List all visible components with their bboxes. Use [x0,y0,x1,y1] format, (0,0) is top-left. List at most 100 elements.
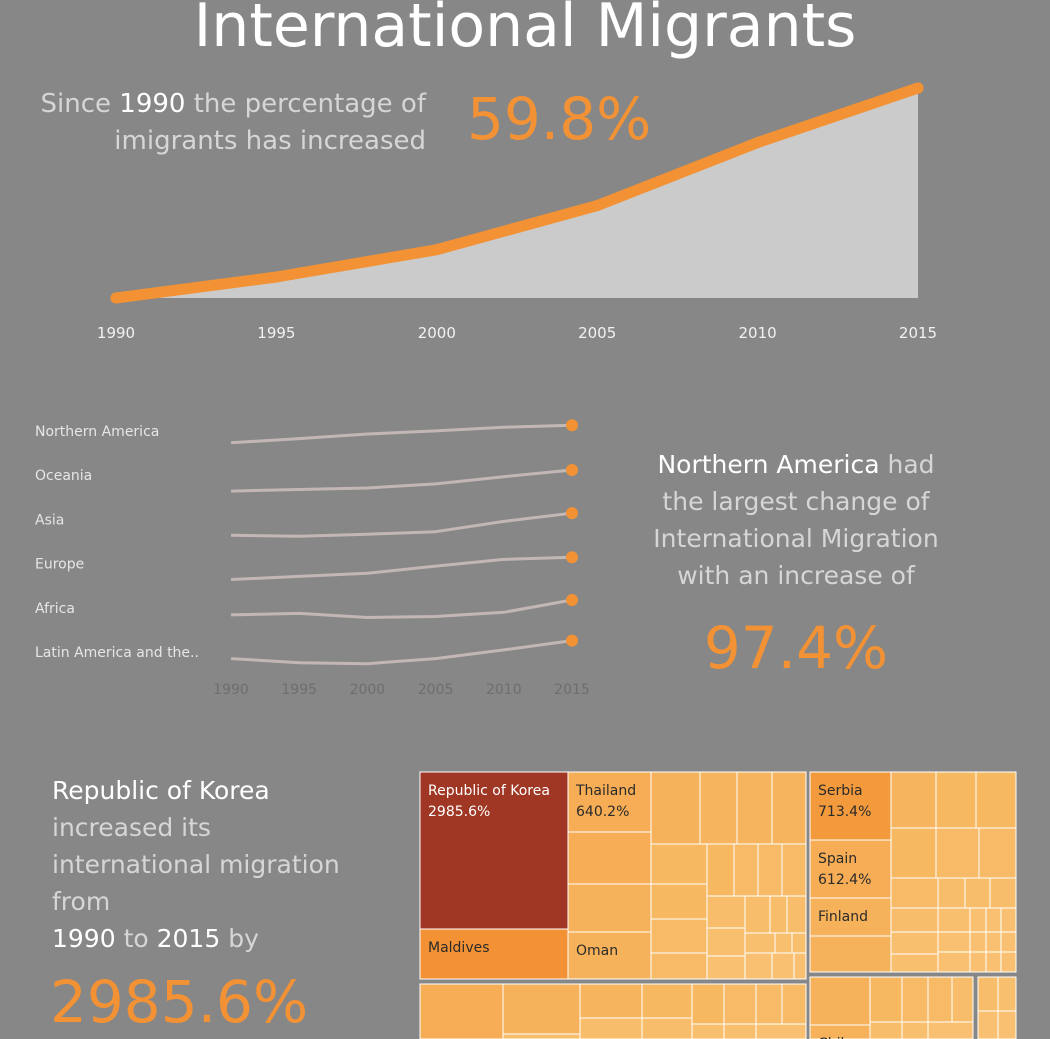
treemap-cell [691,1023,725,1039]
area-line-segment [431,200,603,256]
treemap-cell [744,932,776,954]
region-label: Northern America [35,424,159,440]
treemap-cell [706,843,735,897]
region-x-tick-label: 2005 [418,682,454,698]
treemap-cell-republic-of-korea [419,771,569,930]
treemap-cell [757,843,783,897]
region-x-tick-label: 2015 [554,682,590,698]
treemap-cell [793,952,807,980]
area-fill [116,88,918,298]
treemap-cell [706,955,746,980]
treemap-cell [650,843,708,885]
region-line2: the largest change of [662,487,930,516]
treemap-country-label: Serbia [818,783,863,799]
region-increase-percent: 97.4% [703,614,889,682]
x-tick-label: 2010 [739,324,777,342]
treemap-cell [502,1033,581,1039]
area-end-point [912,82,924,94]
treemap-cell [969,931,987,953]
region-trend-line [230,468,573,493]
region-line3: International Migration [653,524,939,553]
treemap-cell [978,827,1017,879]
x-tick-label: 2000 [418,324,456,342]
treemap-country-label: Republic of Korea [428,783,550,799]
treemap-cell-spain [809,839,892,899]
treemap-cell [774,932,793,954]
treemap-cell [927,976,953,1023]
region-lead: Northern America [657,450,880,479]
treemap-value-label: 612.4% [818,872,871,888]
treemap-cell [869,1021,903,1039]
region-end-point [566,634,578,647]
treemap-cell [781,983,807,1025]
treemap-cell [890,907,939,933]
treemap-cell [997,1010,1017,1039]
treemap-value-label: 640.2% [576,804,629,820]
treemap-cell [977,976,999,1012]
treemap-cell [901,1021,929,1039]
region-trend-line [230,639,573,666]
intro-year: 1990 [119,89,186,119]
treemap-cell [650,771,701,845]
region-trend-line [230,511,573,538]
treemap-cell [890,877,939,909]
area-line-segment [110,271,282,304]
korea-line2: increased its [52,813,211,842]
treemap-cell [650,918,708,954]
treemap-cell [890,953,939,973]
region-x-tick-label: 2000 [350,682,386,698]
region-trend-line [230,555,573,581]
treemap-cell [579,983,643,1019]
region-end-point [566,507,578,520]
treemap-cell-maldives [419,928,569,980]
treemap-cell [419,983,504,1039]
treemap-cell [733,843,759,897]
treemap-cell [736,771,773,845]
region-label: Latin America and the.. [35,645,199,661]
treemap-country-label: Spain [818,851,857,867]
korea-by: by [220,924,259,953]
intro-prefix: Since [40,89,120,119]
korea-line3: international migration [52,850,340,879]
korea-line4: from [52,887,111,916]
treemap-cell [969,907,987,933]
treemap-cell [977,1010,999,1039]
treemap-cell [502,983,581,1035]
treemap-cell [935,771,977,829]
region-line-chart: Northern America Oceania Asia Europe Africa L… [35,419,590,698]
treemap-cell-serbia [809,771,892,841]
treemap-cell [723,983,757,1025]
treemap-cell [771,952,795,980]
treemap-cell [890,771,937,829]
treemap-cell [781,843,807,897]
x-tick-label: 2005 [578,324,616,342]
treemap-cell-thailand [567,771,652,833]
treemap-cell [985,907,1002,933]
x-tick-label: 2015 [899,324,937,342]
area-start-point [110,292,122,304]
treemap-cell [744,895,771,934]
region-end-point [566,551,578,564]
treemap-cell [723,1023,757,1039]
treemap-cell [809,935,892,973]
treemap-cell [769,895,788,934]
region-label: Asia [35,512,64,528]
treemap-cell [975,771,1017,829]
treemap-cell [951,976,974,1023]
region-x-tick-label: 1990 [213,682,249,698]
korea-summary: Republic of Korea increased its internat… [52,772,392,957]
area-line-segment [591,137,764,212]
region-trend-line [230,423,573,445]
treemap-cell [937,877,966,909]
region-line4: with an increase of [677,561,915,590]
treemap-cell [985,951,1002,973]
treemap-cell [927,1021,974,1039]
area-line-segment [752,82,924,149]
treemap-cell [937,951,971,973]
intro-suffix: the percentage of [185,89,426,119]
korea-increase-percent: 2985.6% [50,968,309,1036]
treemap-cell [809,976,871,1026]
treemap-cell [997,976,1017,1012]
treemap-value-label: 2985.6% [428,804,490,820]
total-increase-percent: 59.8% [467,85,652,153]
